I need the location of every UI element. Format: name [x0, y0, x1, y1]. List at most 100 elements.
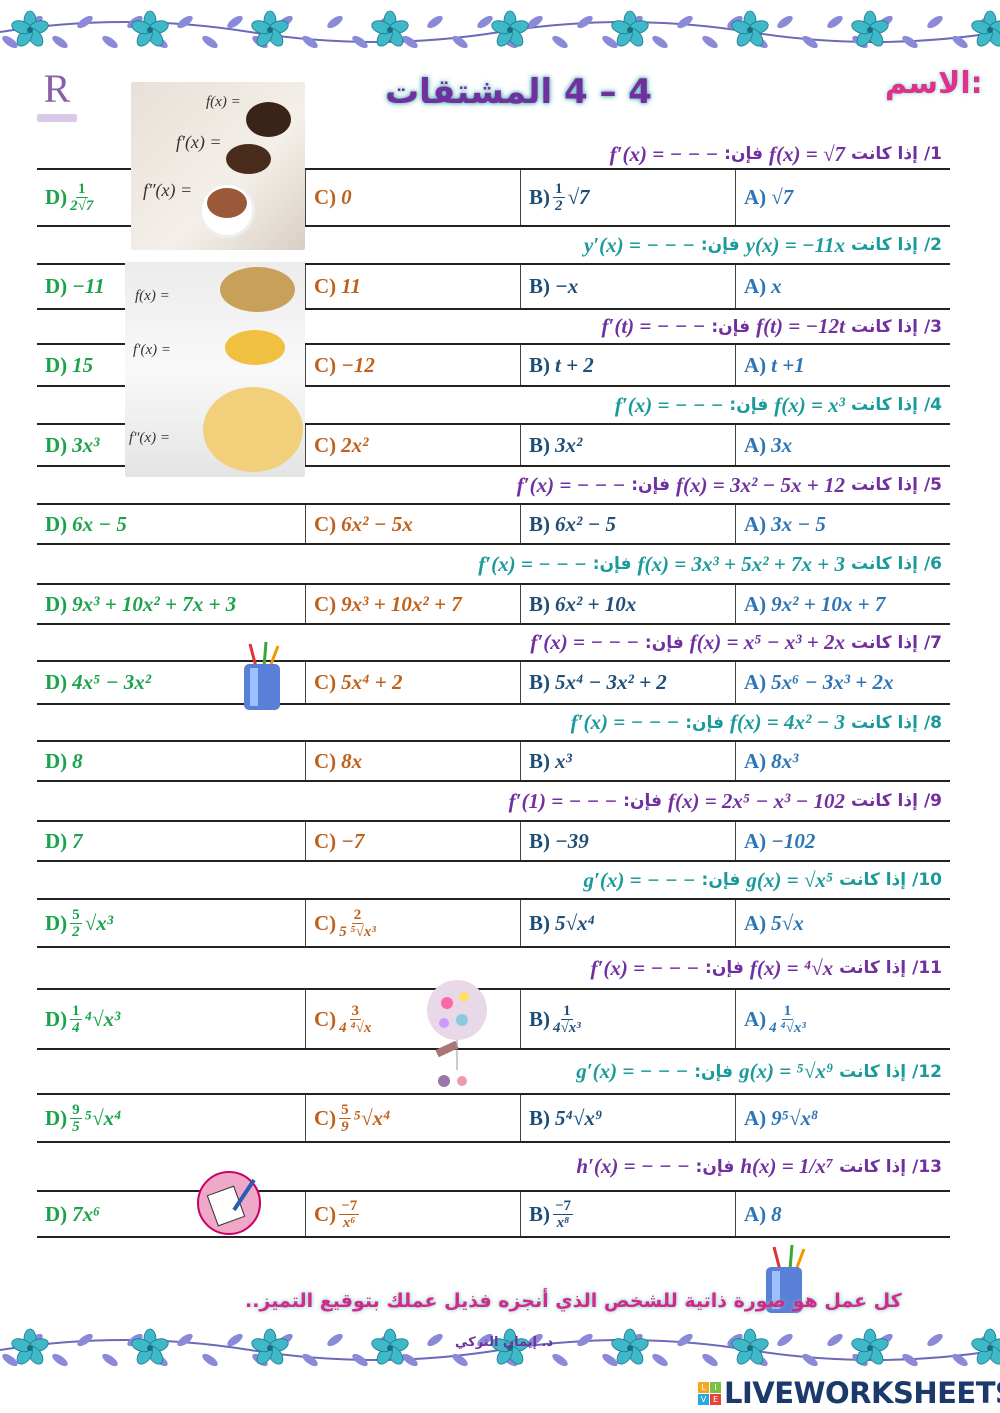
- answer-option-c[interactable]: C) 8x: [305, 742, 520, 780]
- answer-option-a[interactable]: A) 3x − 5: [735, 505, 950, 543]
- answer-option-d[interactable]: D) 4x⁵ − 3x²: [37, 662, 305, 703]
- answer-option-b[interactable]: B) 1 2 √7: [520, 170, 735, 225]
- answer-option-d[interactable]: D) 1 4 ⁴√x³: [37, 990, 305, 1048]
- denominator: 9: [341, 1118, 349, 1135]
- answer-option-d[interactable]: D) 1 2√7: [37, 170, 305, 225]
- question-prompt: 8/إذا كانت f(x) = 4x² − 3 فإن: f′(x) = − − …: [37, 705, 950, 742]
- publisher-logo: R: [22, 68, 92, 128]
- option-value: ⁴√x³: [84, 1006, 121, 1031]
- flower-balloon-decoration: [427, 980, 487, 1087]
- option-value: 8: [771, 1201, 782, 1226]
- answer-option-d[interactable]: D) 5 2 √x³: [37, 900, 305, 946]
- answer-option-b[interactable]: B) −7 x⁸: [520, 1192, 735, 1236]
- answer-option-b[interactable]: B) 5⁴√x⁹: [520, 1095, 735, 1141]
- question-number: 8/: [923, 712, 942, 733]
- answer-option-a[interactable]: A) 3x: [735, 425, 950, 465]
- option-value: √7: [771, 185, 794, 209]
- answer-option-b[interactable]: B) −39: [520, 822, 735, 860]
- option-label: C): [314, 1105, 337, 1130]
- answer-option-d[interactable]: D) 3x³: [37, 425, 305, 465]
- option-fraction: 1 2√7: [70, 181, 93, 214]
- option-label: A): [744, 274, 767, 298]
- answer-option-b[interactable]: B) 5√x⁴: [520, 900, 735, 946]
- answer-option-c[interactable]: C) −7 x⁶: [305, 1192, 520, 1236]
- option-value: 8x³: [771, 748, 799, 773]
- answer-option-b[interactable]: B) 1 4√x³: [520, 990, 735, 1048]
- question-prompt: 5/إذا كانت f(x) = 3x² − 5x + 12 فإن: f′(x) …: [37, 467, 950, 505]
- option-label: B): [529, 185, 550, 209]
- denominator: 5: [72, 1118, 80, 1135]
- answer-option-b[interactable]: B) x³: [520, 742, 735, 780]
- answer-option-d[interactable]: D) 8: [37, 742, 305, 780]
- option-label: B): [529, 670, 550, 694]
- answer-option-a[interactable]: A) 5x⁶ − 3x³ + 2x: [735, 662, 950, 703]
- question-number: 6/: [923, 554, 942, 574]
- answer-option-a[interactable]: A) 5√x: [735, 900, 950, 946]
- answer-option-d[interactable]: D) 7x⁶: [37, 1192, 305, 1236]
- option-label: A): [744, 670, 767, 694]
- question-prompt: 12/إذا كانت g(x) = ⁵√x⁹ فإن: g′(x) = − − −: [37, 1050, 950, 1095]
- denominator: 2√7: [70, 198, 94, 214]
- answer-option-a[interactable]: A) √7: [735, 170, 950, 225]
- if-text: إذا كانت: [839, 958, 907, 978]
- option-label: C): [314, 828, 337, 853]
- answer-option-d[interactable]: D) 9x³ + 10x² + 7x + 3: [37, 585, 305, 623]
- then-text: فإن:: [700, 235, 740, 255]
- question-number: 5/: [923, 475, 942, 495]
- derivative-blank: f′(x) = − − −: [478, 551, 587, 576]
- photo-label: f′(x) =: [133, 342, 171, 358]
- if-text: إذا كانت: [839, 870, 907, 890]
- answer-choices-row: D) 9 5 ⁵√x⁴ C) 5 9 ⁵√x⁴ B) 5⁴√x⁹ A) 9⁵√x⁸: [37, 1095, 950, 1143]
- answer-option-a[interactable]: A) −102: [735, 822, 950, 860]
- answer-option-c[interactable]: C) 5 9 ⁵√x⁴: [305, 1095, 520, 1141]
- answer-option-a[interactable]: A) 1 4 ⁴√x³: [735, 990, 950, 1048]
- answer-option-d[interactable]: D) −11: [37, 265, 305, 308]
- denominator: 5 ⁵√x³: [339, 923, 376, 940]
- answer-option-c[interactable]: C) 2x²: [305, 425, 520, 465]
- answer-option-b[interactable]: B) t + 2: [520, 345, 735, 385]
- numerator: 1: [561, 1002, 573, 1020]
- answer-option-c[interactable]: C) 6x² − 5x: [305, 505, 520, 543]
- answer-option-a[interactable]: A) 9x² + 10x + 7: [735, 585, 950, 623]
- option-label: B): [529, 1201, 550, 1226]
- answer-option-d[interactable]: D) 6x − 5: [37, 505, 305, 543]
- answer-option-a[interactable]: A) 8x³: [735, 742, 950, 780]
- answer-choices-row: D) 9x³ + 10x² + 7x + 3 C) 9x³ + 10x² + 7 B) 6…: [37, 585, 950, 625]
- answer-choices-row: D) 6x − 5 C) 6x² − 5x B) 6x² − 5 A) 3x − 5: [37, 505, 950, 545]
- answer-option-a[interactable]: A) 8: [735, 1192, 950, 1236]
- option-fraction: 1 4√x³: [553, 1003, 581, 1036]
- numerator: −7: [339, 1197, 360, 1215]
- answer-option-c[interactable]: C) 0: [305, 170, 520, 225]
- option-label: B): [529, 910, 550, 935]
- option-value: 5x⁴ + 2: [341, 670, 403, 694]
- answer-option-b[interactable]: B) 6x² + 10x: [520, 585, 735, 623]
- answer-option-c[interactable]: C) −7: [305, 822, 520, 860]
- answer-option-b[interactable]: B) 5x⁴ − 3x² + 2: [520, 662, 735, 703]
- answer-option-c[interactable]: C) 11: [305, 265, 520, 308]
- answer-option-b[interactable]: B) 6x² − 5: [520, 505, 735, 543]
- answer-option-c[interactable]: C) −12: [305, 345, 520, 385]
- answer-option-c[interactable]: C) 2 5 ⁵√x³: [305, 900, 520, 946]
- option-label: B): [529, 1006, 550, 1031]
- option-label: D): [45, 274, 68, 298]
- answer-option-a[interactable]: A) 9⁵√x⁸: [735, 1095, 950, 1141]
- answer-option-d[interactable]: D) 9 5 ⁵√x⁴: [37, 1095, 305, 1141]
- function-expression: g(x) = √x⁵: [746, 867, 834, 892]
- if-text: إذا كانت: [850, 144, 918, 164]
- answer-option-b[interactable]: B) −x: [520, 265, 735, 308]
- answer-option-d[interactable]: D) 15: [37, 345, 305, 385]
- answer-option-a[interactable]: A) t +1: [735, 345, 950, 385]
- option-label: A): [744, 185, 767, 209]
- if-text: إذا كانت: [839, 1061, 907, 1082]
- logo-letter: R: [43, 66, 71, 111]
- answer-option-d[interactable]: D) 7: [37, 822, 305, 860]
- option-value: 5⁴√x⁹: [555, 1105, 603, 1130]
- answer-option-c[interactable]: C) 9x³ + 10x² + 7: [305, 585, 520, 623]
- answer-option-b[interactable]: B) 3x²: [520, 425, 735, 465]
- answer-option-c[interactable]: C) 3 4 ⁴√x: [305, 990, 520, 1048]
- option-label: D): [45, 910, 68, 935]
- answer-option-c[interactable]: C) 5x⁴ + 2: [305, 662, 520, 703]
- answer-option-a[interactable]: A) x: [735, 265, 950, 308]
